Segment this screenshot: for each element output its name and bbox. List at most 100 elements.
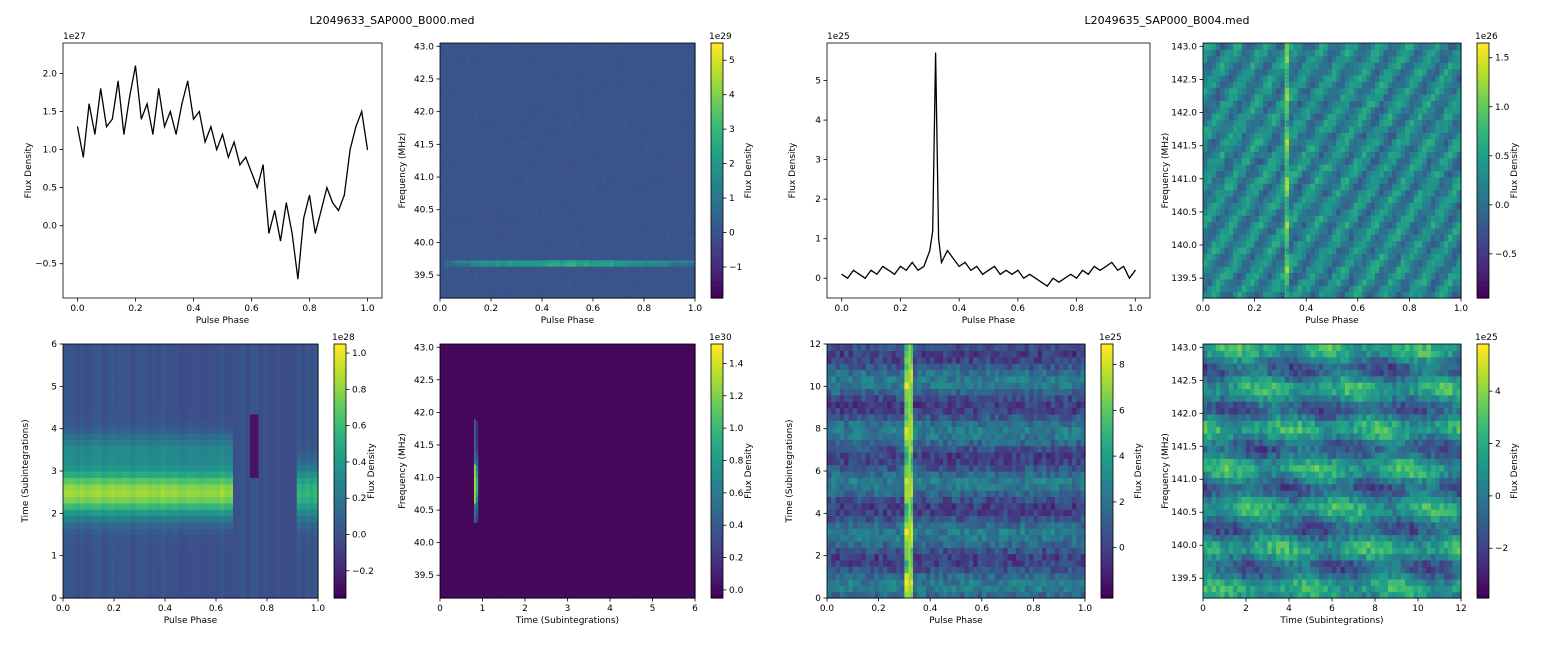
heatmap-cell: [1430, 189, 1436, 197]
heatmap-cell: [1276, 240, 1281, 248]
heatmap-cell: [1263, 247, 1269, 254]
heatmap-cell: [1409, 113, 1415, 121]
heatmap-cell: [1267, 202, 1273, 210]
heatmap-cell: [1271, 227, 1277, 235]
heatmap-cell: [605, 74, 611, 82]
heatmap-cell: [452, 272, 458, 280]
heatmap-cell: [1400, 157, 1406, 165]
heatmap-cell: [1319, 196, 1324, 203]
heatmap-cell: [482, 176, 488, 184]
heatmap-cell: [1370, 215, 1376, 223]
heatmap-cell: [499, 132, 505, 140]
heatmap-cell: [512, 119, 518, 127]
heatmap-cell: [614, 202, 620, 210]
heatmap-cell: [554, 157, 560, 165]
heatmap-cell: [622, 253, 628, 261]
heatmap-cell: [576, 132, 581, 140]
heatmap-cell: [444, 125, 450, 133]
heatmap-cell: [516, 278, 522, 286]
heatmap-cell: [1271, 94, 1277, 101]
heatmap-cell: [1405, 183, 1410, 191]
heatmap-cell: [686, 227, 692, 235]
heatmap-cell: [1413, 202, 1419, 210]
heatmap-cell: [533, 119, 539, 127]
heatmap-cell: [512, 227, 518, 235]
heatmap-cell: [1263, 74, 1269, 82]
heatmap-cell: [686, 176, 692, 184]
heatmap-cell: [1353, 164, 1359, 172]
heatmap-cell: [440, 234, 445, 242]
heatmap-cell: [1293, 125, 1299, 133]
heatmap-cell: [1448, 138, 1453, 146]
heatmap-cell: [610, 183, 615, 191]
heatmap-cell: [1349, 183, 1355, 191]
heatmap-cell: [525, 215, 530, 223]
heatmap-cell: [576, 202, 581, 210]
data-point: [1099, 269, 1101, 271]
heatmap-cell: [495, 81, 501, 89]
heatmap-cell: [588, 176, 594, 184]
heatmap-cell: [457, 49, 462, 57]
heatmap-cell: [499, 208, 505, 216]
heatmap-cell: [601, 291, 607, 299]
heatmap-cell: [1203, 106, 1208, 114]
heatmap-cell: [1413, 74, 1419, 82]
heatmap-cell: [465, 164, 471, 172]
heatmap-cell: [1293, 202, 1299, 210]
heatmap-cell: [1246, 157, 1251, 165]
heatmap-cell: [1246, 43, 1251, 50]
heatmap-cell: [1340, 291, 1346, 299]
heatmap-cell: [1301, 119, 1307, 127]
colorbar-tick-label: 1: [729, 194, 735, 204]
heatmap-cell: [448, 278, 454, 286]
heatmap-cell: [597, 266, 603, 274]
heatmap-cell: [533, 157, 539, 165]
heatmap-cell: [1443, 189, 1449, 197]
heatmap-cell: [593, 227, 598, 235]
data-point: [285, 202, 287, 204]
heatmap-cell: [525, 183, 530, 191]
heatmap-cell: [1426, 138, 1432, 146]
heatmap-cell: [1387, 208, 1393, 216]
heatmap-cell: [529, 125, 535, 133]
heatmap-cell: [1203, 100, 1208, 108]
heatmap-cell: [1405, 285, 1410, 293]
data-point: [864, 277, 866, 279]
heatmap-cell: [465, 259, 471, 267]
heatmap-cell: [563, 113, 569, 121]
heatmap-cell: [1263, 227, 1269, 235]
heatmap-cell: [576, 125, 581, 133]
heatmap-cell: [639, 164, 645, 172]
x-tick-label: 0.4: [186, 304, 201, 314]
heatmap-cell: [648, 100, 654, 108]
heatmap-cell: [503, 221, 509, 229]
heatmap-cell: [537, 74, 543, 82]
heatmap-cell: [440, 272, 445, 280]
heatmap-cell: [499, 272, 505, 280]
heatmap-cell: [661, 81, 666, 89]
heatmap-cell: [554, 247, 560, 254]
heatmap-cell: [622, 247, 628, 254]
heatmap-cell: [1254, 259, 1260, 267]
heatmap-cell: [652, 189, 658, 197]
colorbar-segment: [711, 242, 723, 248]
colorbar-segment: [711, 247, 723, 252]
heatmap-cell: [614, 62, 620, 70]
heatmap-cell: [690, 74, 696, 82]
heatmap-cell: [639, 157, 645, 165]
heatmap-cell: [1301, 170, 1307, 178]
heatmap-cell: [1400, 278, 1406, 286]
heatmap-cell: [550, 74, 556, 82]
heatmap-cell: [1211, 164, 1217, 172]
heatmap-cell: [622, 183, 628, 191]
heatmap-cell: [440, 68, 445, 76]
heatmap-cell: [554, 215, 560, 223]
heatmap-cell: [1336, 151, 1342, 159]
heatmap-cell: [465, 208, 471, 216]
heatmap-cell: [1263, 119, 1269, 127]
heatmap-cell: [1284, 208, 1290, 216]
heatmap-cell: [1379, 68, 1385, 76]
heatmap-cell: [1340, 272, 1346, 280]
heatmap-cell: [1357, 176, 1363, 184]
heatmap-cell: [469, 94, 475, 101]
